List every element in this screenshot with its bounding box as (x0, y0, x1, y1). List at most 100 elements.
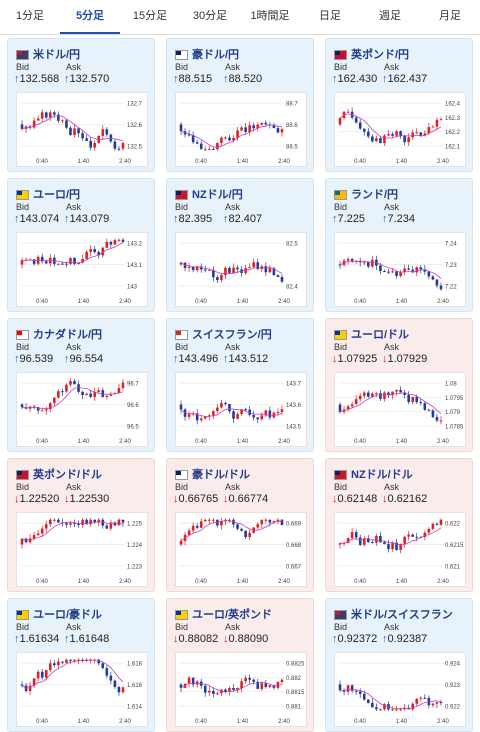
candle-body (240, 409, 243, 414)
rate-card[interactable]: 豪ドル/円 Bid Ask ↑88.515 ↑88.520 88.7 88.6 88.5 0:4… (166, 38, 314, 172)
pair-title[interactable]: ユーロ/英ポンド (175, 606, 272, 622)
candle-body (105, 241, 109, 248)
tab-5分足[interactable]: 5分足 (60, 0, 120, 34)
rate-card[interactable]: カナダドル/円 Bid Ask ↑96.539 ↑96.554 96.7 96.6 96.5 0… (7, 318, 155, 452)
candlestick-chart[interactable]: 7.24 7.23 7.22 0:40 1:40 2:40 (334, 232, 466, 307)
candle-body (203, 685, 207, 693)
candlestick-chart[interactable]: 0.669 0.668 0.667 0:40 1:40 2:40 (175, 512, 307, 587)
candle-body (427, 409, 431, 411)
pair-title[interactable]: ユーロ/豪ドル (16, 606, 102, 622)
x-tick-label: 2:40 (278, 299, 290, 305)
candle-body (101, 129, 105, 136)
tab-1時間足[interactable]: 1時間足 (250, 10, 290, 22)
candlestick-chart[interactable]: 1.08 1.0795 1.079 1.0785 0:40 1:40 2:40 (334, 372, 466, 447)
candle-body (203, 416, 207, 419)
arrow-up-icon: ↑ (223, 73, 229, 85)
rate-card[interactable]: 米ドル/円 Bid Ask ↑132.568 ↑132.570 132.7 132.6 132… (7, 38, 155, 172)
bid-price: ↑143.496 (173, 353, 218, 365)
candlestick-chart[interactable]: 143.7 143.6 143.5 0:40 1:40 2:40 (175, 372, 307, 447)
bid-value: 7.225 (337, 213, 366, 225)
pair-title[interactable]: 豪ドル/ドル (175, 466, 250, 482)
pair-title[interactable]: 英ポンド/円 (334, 46, 409, 62)
candlestick-chart[interactable]: 1.618 1.616 1.614 0:40 1:40 2:40 (16, 652, 148, 727)
ask-price: ↑162.437 (382, 73, 427, 85)
pair-title[interactable]: ランド/円 (334, 186, 398, 202)
x-tick-label: 0:40 (36, 579, 48, 585)
pair-title[interactable]: スイスフラン/円 (175, 326, 272, 342)
arrow-down-icon: ↓ (173, 633, 179, 645)
x-tick-label: 2:40 (278, 159, 290, 165)
candlestick-chart[interactable]: 0.8825 0.882 0.8815 0.881 0:40 1:40 2:40 (175, 652, 307, 727)
candle-body (232, 137, 235, 141)
pair-title[interactable]: 豪ドル/円 (175, 46, 239, 62)
pair-title[interactable]: カナダドル/円 (16, 326, 102, 342)
candle-body (431, 523, 435, 529)
candle-body (403, 536, 406, 544)
tab-日足[interactable]: 日足 (319, 10, 341, 22)
rate-card[interactable]: ユーロ/豪ドル Bid Ask ↑1.61634 ↑1.61648 1.618 1.616 1… (7, 598, 155, 732)
ask-value: 1.61648 (69, 633, 110, 645)
candle-body (248, 532, 251, 538)
candle-body (117, 239, 121, 241)
pair-name: NZドル/ドル (351, 469, 413, 481)
ask-label: Ask (384, 342, 400, 352)
pair-name: NZドル/円 (192, 189, 243, 201)
tab-1分足[interactable]: 1分足 (15, 10, 45, 22)
rate-card[interactable]: スイスフラン/円 Bid Ask ↑143.496 ↑143.512 143.7 143.6… (166, 318, 314, 452)
candle-body (81, 391, 84, 396)
tab-15分足[interactable]: 15分足 (132, 10, 168, 22)
candle-body (73, 258, 76, 264)
rate-card[interactable]: NZドル/ドル Bid Ask ↓0.62148 ↓0.62162 0.622 0.6215… (325, 458, 473, 592)
candle-body (435, 279, 439, 286)
pair-title[interactable]: NZドル/ドル (334, 466, 413, 482)
candle-body (53, 519, 56, 521)
rate-card[interactable]: 米ドル/スイスフラン Bid Ask ↑0.92372 ↑0.92387 0.924 0.9… (325, 598, 473, 732)
pair-title[interactable]: NZドル/円 (175, 186, 243, 202)
moving-average-line (180, 520, 283, 542)
candle-body (350, 532, 354, 539)
pair-title[interactable]: 英ポンド/ドル (16, 466, 102, 482)
candlestick-chart[interactable]: 0.622 0.6215 0.621 0:40 1:40 2:40 (334, 512, 466, 587)
candle-body (236, 524, 239, 529)
tab-週足[interactable]: 週足 (379, 10, 401, 22)
candle-body (346, 685, 350, 692)
candlestick-chart[interactable]: 132.7 132.6 132.5 0:40 1:40 2:40 (16, 92, 148, 167)
rate-card[interactable]: 英ポンド/ドル Bid Ask ↓1.22520 ↓1.22530 1.225 1.224 1… (7, 458, 155, 592)
rate-card[interactable]: 英ポンド/円 Bid Ask ↑162.430 ↑162.437 162.4 162.3 16… (325, 38, 473, 172)
candle-body (256, 417, 260, 420)
candlestick-chart[interactable]: 88.7 88.6 88.5 0:40 1:40 2:40 (175, 92, 307, 167)
rate-card[interactable]: NZドル/円 Bid Ask ↑82.395 ↑82.407 82.5 82.4 0:40 1:… (166, 178, 314, 312)
pair-title[interactable]: 米ドル/円 (16, 46, 80, 62)
bid-label: Bid (175, 482, 189, 492)
candle-body (40, 410, 44, 412)
rate-card[interactable]: ユーロ/英ポンド Bid Ask ↓0.88082 ↓0.88090 0.8825 0.88… (166, 598, 314, 732)
arrow-down-icon: ↓ (382, 493, 388, 505)
bid-label: Bid (334, 62, 348, 72)
pair-title[interactable]: 米ドル/スイスフラン (334, 606, 453, 622)
candlestick-chart[interactable]: 162.4 162.3 162.2 162.1 0:40 1:40 2:40 (334, 92, 466, 167)
candlestick-chart[interactable]: 1.225 1.224 1.223 0:40 1:40 2:40 (16, 512, 148, 587)
candle-body (36, 671, 40, 679)
moving-average-line (339, 688, 442, 710)
rate-card[interactable]: ランド/円 Bid Ask ↑7.225 ↑7.234 7.24 7.23 7.22 0:40 1… (325, 178, 473, 312)
rate-card[interactable]: ユーロ/ドル Bid Ask ↓1.07925 ↓1.07929 1.08 1.0795 1.… (325, 318, 473, 452)
candlestick-chart[interactable]: 0.924 0.923 0.922 0:40 1:40 2:40 (334, 652, 466, 727)
y-tick-label: 0.923 (445, 683, 461, 689)
rate-card[interactable]: ユーロ/円 Bid Ask ↑143.074 ↑143.079 143.2 143.1 143… (7, 178, 155, 312)
candlestick-chart[interactable]: 143.2 143.1 143 0:40 1:40 2:40 (16, 232, 148, 307)
candle-body (264, 122, 268, 125)
y-tick-label: 96.6 (127, 403, 139, 409)
candlestick-chart[interactable]: 82.5 82.4 0:40 1:40 2:40 (175, 232, 307, 307)
y-tick-label: 1.223 (127, 565, 143, 571)
pair-title[interactable]: ユーロ/円 (16, 186, 80, 202)
tab-月足[interactable]: 月足 (439, 10, 461, 22)
candle-body (366, 538, 370, 543)
candlestick-chart[interactable]: 96.7 96.6 96.5 0:40 1:40 2:40 (16, 372, 148, 447)
candle-body (435, 417, 439, 421)
pair-name: カナダドル/円 (33, 329, 103, 341)
rate-card[interactable]: 豪ドル/ドル Bid Ask ↓0.66765 ↓0.66774 0.669 0.668 0.… (166, 458, 314, 592)
tab-30分足[interactable]: 30分足 (192, 10, 228, 22)
pair-title[interactable]: ユーロ/ドル (334, 326, 409, 342)
candle-body (105, 668, 109, 676)
candle-body (427, 697, 431, 706)
